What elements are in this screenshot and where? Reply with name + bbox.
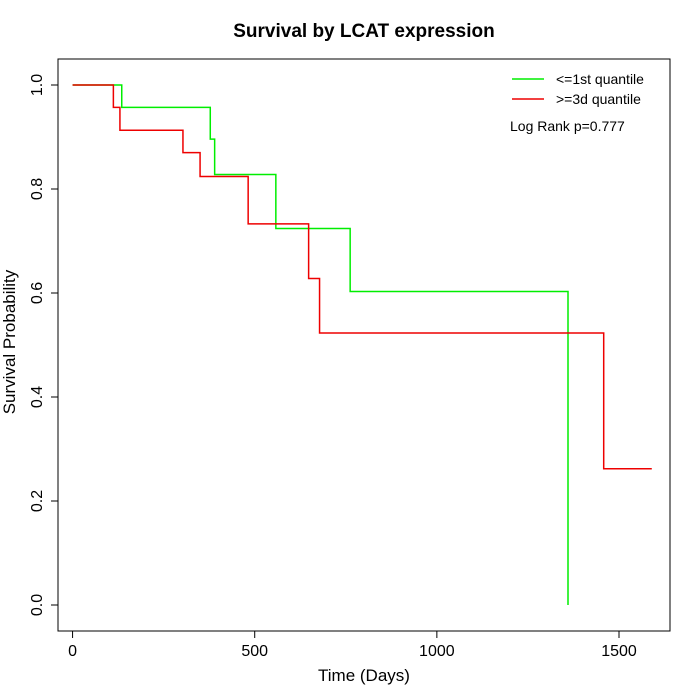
legend-label: <=1st quantile — [556, 71, 644, 87]
y-tick-label: 1.0 — [29, 74, 46, 96]
x-tick-label: 1000 — [419, 643, 455, 660]
x-axis: 0 500 1000 1500 — [68, 630, 637, 660]
series-line-1 — [72, 84, 569, 605]
x-tick-label: 1500 — [601, 643, 637, 660]
legend-label: >=3d quantile — [556, 91, 641, 107]
series-group — [72, 84, 652, 605]
y-tick-label: 0.6 — [29, 282, 46, 304]
x-tick-label: 0 — [68, 643, 77, 660]
chart-title: Survival by LCAT expression — [233, 21, 495, 42]
x-axis-label: Time (Days) — [318, 666, 410, 685]
legend: <=1st quantile >=3d quantile — [512, 71, 644, 107]
y-tick-label: 0.2 — [29, 490, 46, 512]
y-axis: 0.0 0.2 0.4 0.6 0.8 1.0 — [29, 74, 59, 616]
plot-area — [57, 58, 671, 632]
x-tick-label: 500 — [241, 643, 268, 660]
y-tick-label: 0.0 — [29, 594, 46, 616]
log-rank-annotation: Log Rank p=0.777 — [510, 118, 625, 134]
y-tick-label: 0.8 — [29, 178, 46, 200]
series-line-2 — [72, 84, 652, 470]
y-axis-label: Survival Probability — [0, 269, 19, 414]
y-tick-label: 0.4 — [29, 386, 46, 408]
